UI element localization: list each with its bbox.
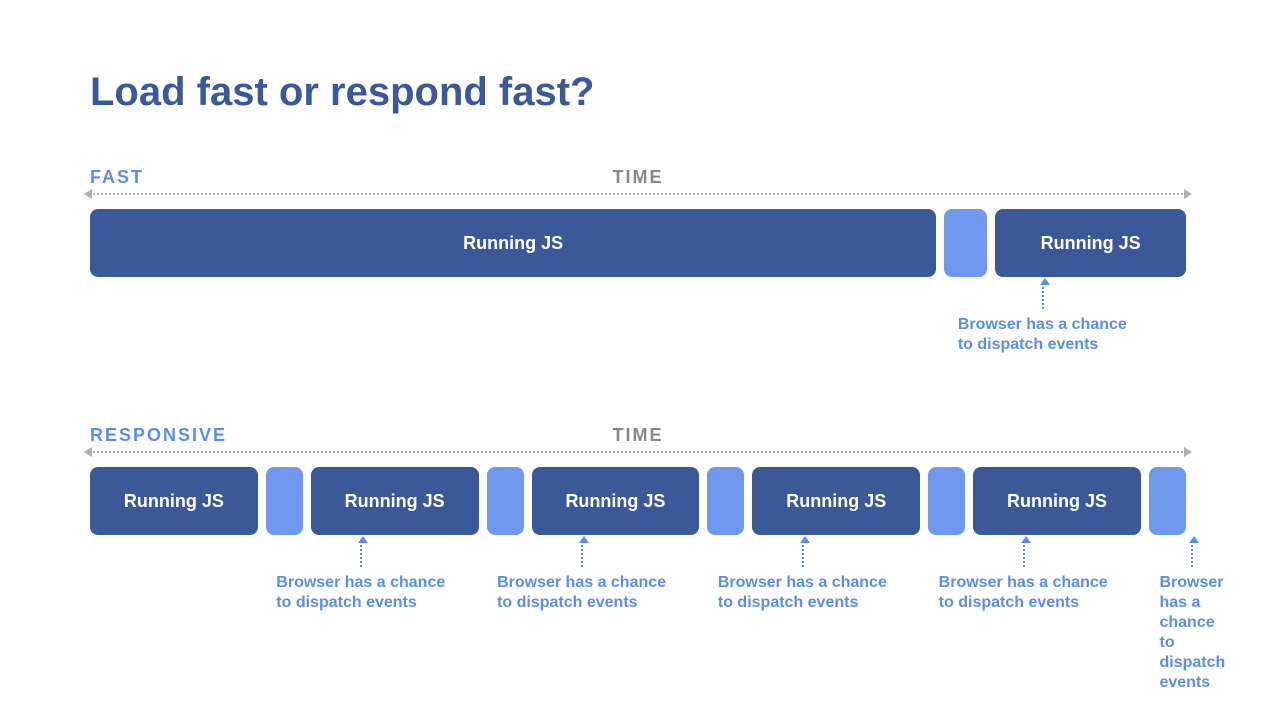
annotation-arrowhead	[579, 536, 589, 543]
axis-labels: FAST TIME	[90, 165, 1186, 189]
block-label: Running JS	[1007, 491, 1107, 512]
slide: Load fast or respond fast? FAST TIME Runni…	[0, 0, 1276, 717]
annotation-label: Browser has a chance to dispatch events	[958, 315, 1128, 355]
running-js-block: Running JS	[752, 467, 920, 535]
page-title: Load fast or respond fast?	[90, 70, 1186, 115]
running-js-block: Running JS	[90, 209, 936, 277]
annotation-layer: Browser has a chance to dispatch events	[90, 283, 1186, 393]
dispatch-gap-block	[928, 467, 965, 535]
block-label: Running JS	[786, 491, 886, 512]
running-js-block: Running JS	[90, 467, 258, 535]
axis-labels: RESPONSIVE TIME	[90, 423, 1186, 447]
running-js-block: Running JS	[532, 467, 700, 535]
annotation-label: Browser has a chance to dispatch events	[718, 573, 888, 613]
block-label: Running JS	[345, 491, 445, 512]
running-js-block: Running JS	[973, 467, 1141, 535]
diagram-container: FAST TIME Running JS Running JS Browser has …	[90, 165, 1186, 651]
time-axis	[90, 193, 1186, 195]
annotation-label: Browser has a chance to dispatch events	[497, 573, 667, 613]
dispatch-gap-block	[1149, 467, 1186, 535]
annotation-arrowhead	[1021, 536, 1031, 543]
timeline-section: FAST TIME Running JS Running JS Browser has …	[90, 165, 1186, 393]
annotation-pointer	[1042, 283, 1044, 309]
annotation: Browser has a chance to dispatch events	[497, 541, 667, 613]
annotation-arrowhead	[800, 536, 810, 543]
annotation-pointer	[581, 541, 583, 567]
block-label: Running JS	[463, 233, 563, 254]
annotation-arrowhead	[1189, 536, 1199, 543]
block-label: Running JS	[124, 491, 224, 512]
block-label: Running JS	[565, 491, 665, 512]
timeline-section: RESPONSIVETIMERunning JSRunning JSRunnin…	[90, 423, 1186, 651]
annotation-label: Browser has a chance to dispatch events	[939, 573, 1109, 613]
annotation: Browser has a chance to dispatch events	[958, 283, 1128, 355]
timeline-track: Running JS Running JS	[90, 209, 1186, 277]
block-label: Running JS	[1041, 233, 1141, 254]
annotation-label: Browser has a chance to dispatch events	[1159, 573, 1225, 693]
annotation-pointer	[360, 541, 362, 567]
axis-left-label: RESPONSIVE	[90, 425, 227, 446]
annotation: Browser has a chance to dispatch events	[939, 541, 1109, 613]
annotation-layer: Browser has a chance to dispatch events B…	[90, 541, 1186, 651]
annotation-pointer	[1023, 541, 1025, 567]
axis-left-label: FAST	[90, 167, 144, 188]
annotation: Browser has a chance to dispatch events	[1159, 541, 1225, 693]
annotation: Browser has a chance to dispatch events	[718, 541, 888, 613]
annotation-label: Browser has a chance to dispatch events	[276, 573, 446, 613]
dispatch-gap-block	[944, 209, 987, 277]
timeline-track: Running JS Running JS Running JS Running JS…	[90, 467, 1186, 535]
annotation-pointer	[1191, 541, 1193, 567]
annotation-arrowhead	[358, 536, 368, 543]
running-js-block: Running JS	[995, 209, 1186, 277]
dispatch-gap-block	[487, 467, 524, 535]
dispatch-gap-block	[707, 467, 744, 535]
axis-center-label: TIME	[613, 167, 664, 188]
running-js-block: Running JS	[311, 467, 479, 535]
axis-center-label: TIME	[613, 425, 664, 446]
annotation: Browser has a chance to dispatch events	[276, 541, 446, 613]
dispatch-gap-block	[266, 467, 303, 535]
annotation-pointer	[802, 541, 804, 567]
time-axis	[90, 451, 1186, 453]
annotation-arrowhead	[1040, 278, 1050, 285]
